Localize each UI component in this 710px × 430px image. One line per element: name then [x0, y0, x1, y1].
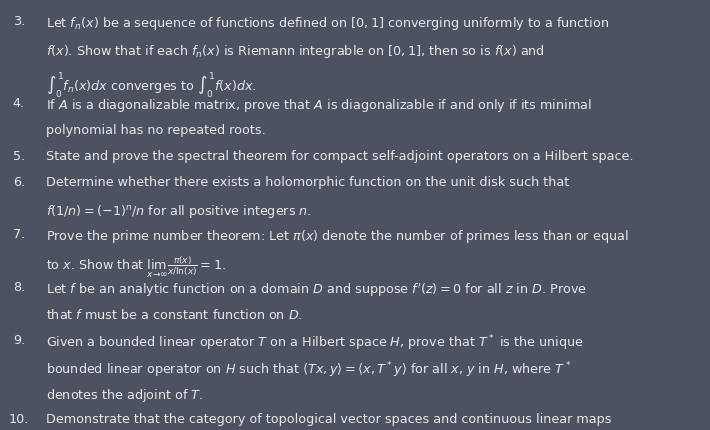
Text: $f(1/n) = (-1)^n/n$ for all positive integers $n$.: $f(1/n) = (-1)^n/n$ for all positive int…: [46, 202, 312, 219]
Text: If $A$ is a diagonalizable matrix, prove that $A$ is diagonalizable if and only : If $A$ is a diagonalizable matrix, prove…: [46, 97, 592, 114]
Text: Let $f$ be an analytic function on a domain $D$ and suppose $f'(z) = 0$ for all : Let $f$ be an analytic function on a dom…: [46, 280, 587, 298]
Text: 9.: 9.: [13, 333, 25, 346]
Text: to $x$. Show that $\lim_{x\to\infty} \frac{\pi(x)}{x/\ln(x)} = 1$.: to $x$. Show that $\lim_{x\to\infty} \fr…: [46, 255, 226, 280]
Text: $f(x)$. Show that if each $f_n(x)$ is Riemann integrable on $[0,1]$, then so is : $f(x)$. Show that if each $f_n(x)$ is Ri…: [46, 43, 545, 60]
Text: 10.: 10.: [9, 412, 29, 425]
Text: bounded linear operator on $H$ such that $\langle Tx, y\rangle = \langle x, T^*y: bounded linear operator on $H$ such that…: [46, 359, 572, 379]
Text: that $f$ must be a constant function on $D$.: that $f$ must be a constant function on …: [46, 307, 302, 321]
Text: Demonstrate that the category of topological vector spaces and continuous linear: Demonstrate that the category of topolog…: [46, 412, 611, 425]
Text: $\int_0^1 f_n(x)dx$ converges to $\int_0^1 f(x)dx$.: $\int_0^1 f_n(x)dx$ converges to $\int_0…: [46, 70, 257, 99]
Text: Given a bounded linear operator $T$ on a Hilbert space $H$, prove that $T^*$ is : Given a bounded linear operator $T$ on a…: [46, 333, 584, 352]
Text: Let $f_n(x)$ be a sequence of functions defined on $[0,1]$ converging uniformly : Let $f_n(x)$ be a sequence of functions …: [46, 15, 609, 32]
Text: Prove the prime number theorem: Let $\pi(x)$ denote the number of primes less th: Prove the prime number theorem: Let $\pi…: [46, 228, 628, 245]
Text: 5.: 5.: [13, 150, 25, 163]
Text: State and prove the spectral theorem for compact self-adjoint operators on a Hil: State and prove the spectral theorem for…: [46, 150, 633, 163]
Text: 4.: 4.: [13, 97, 25, 110]
Text: polynomial has no repeated roots.: polynomial has no repeated roots.: [46, 124, 266, 137]
Text: 3.: 3.: [13, 15, 25, 28]
Text: denotes the adjoint of $T$.: denotes the adjoint of $T$.: [46, 386, 203, 403]
Text: 8.: 8.: [13, 280, 25, 293]
Text: 7.: 7.: [13, 228, 25, 241]
Text: 6.: 6.: [13, 175, 25, 188]
Text: Determine whether there exists a holomorphic function on the unit disk such that: Determine whether there exists a holomor…: [46, 175, 569, 188]
